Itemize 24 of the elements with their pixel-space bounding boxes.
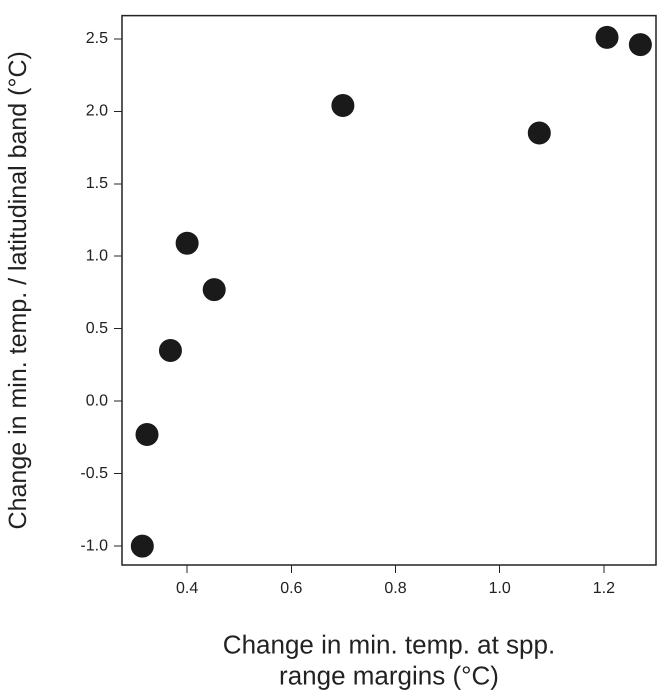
point xyxy=(202,278,226,302)
x-tick-label: 0.6 xyxy=(280,580,303,598)
point xyxy=(628,33,652,56)
point xyxy=(528,122,551,145)
point xyxy=(158,338,182,362)
point xyxy=(136,423,159,446)
point xyxy=(176,232,199,255)
point xyxy=(596,26,619,49)
x-tick-label: 0.8 xyxy=(384,580,407,598)
x-axis-title: Change in min. temp. at spp. range margins (°C) xyxy=(222,629,556,691)
x-tick-label: 1.0 xyxy=(488,580,511,598)
y-axis-title: Change in min. temp. / latitudinal band (°C) xyxy=(4,51,32,530)
y-tick-label: 1.0 xyxy=(86,248,108,265)
y-tick-label: 0.0 xyxy=(86,392,108,410)
y-tick-label: 2.0 xyxy=(86,102,108,120)
y-tick-label: -1.0 xyxy=(80,538,108,555)
y-tick-label: 2.5 xyxy=(86,30,108,48)
y-tick-label: 0.5 xyxy=(86,320,108,338)
y-tick-label: 1.5 xyxy=(86,175,108,192)
point xyxy=(331,94,354,117)
point xyxy=(130,534,154,558)
y-tick-label: -0.5 xyxy=(80,465,108,482)
x-tick-label: 1.2 xyxy=(592,580,616,598)
x-tick-label: 0.4 xyxy=(176,580,198,598)
